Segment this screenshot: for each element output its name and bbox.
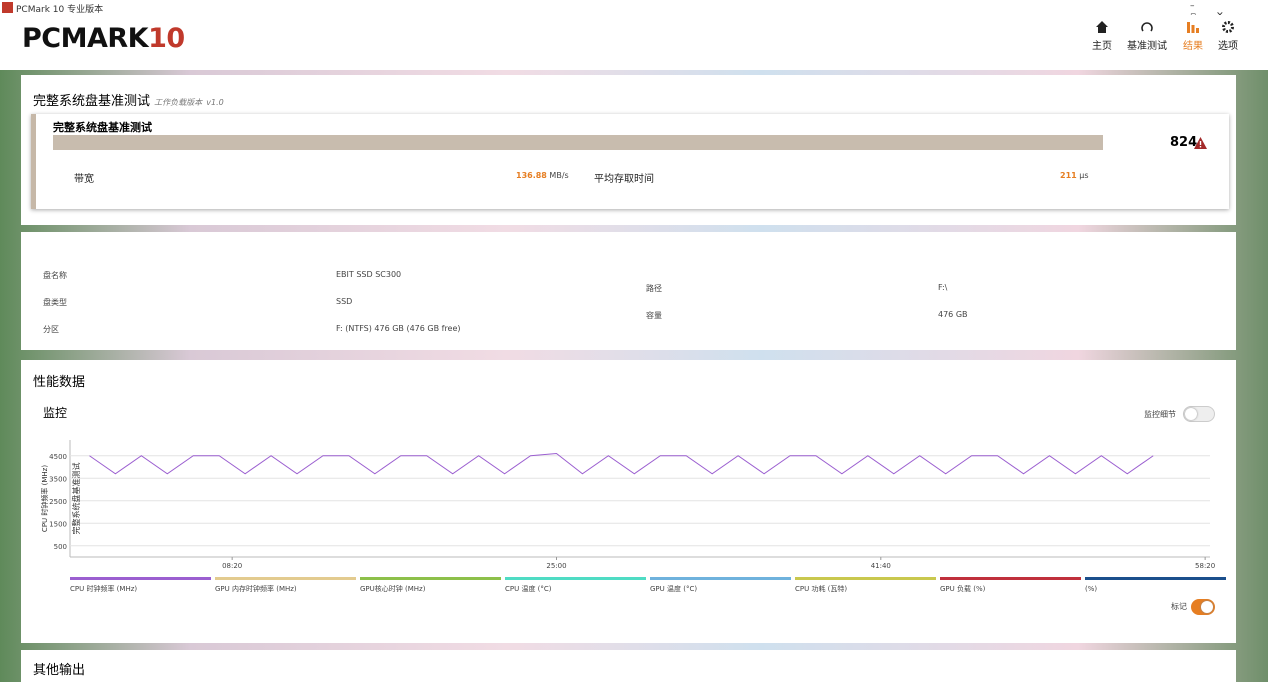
section-title: 完整系统盘基准测试 工作负载版本 v1.0 xyxy=(33,90,224,109)
marker-label: 标记 xyxy=(1171,602,1187,611)
y-tick-label: 3500 xyxy=(49,475,67,483)
score-bar xyxy=(53,135,1103,150)
legend-swatch xyxy=(940,577,1081,580)
details-toggle[interactable] xyxy=(1183,406,1215,422)
details-label: 监控细节 xyxy=(1144,410,1176,419)
benchmark-card: 完整系统盘基准测试 工作负载版本 v1.0 完整系统盘基准测试 824 带宽 1… xyxy=(21,75,1236,225)
nav-label: 基准测试 xyxy=(1127,41,1167,52)
bandwidth-label: 带宽 xyxy=(74,174,94,185)
version: v1.0 xyxy=(206,98,224,107)
nav-label: 主页 xyxy=(1092,41,1112,52)
legend-label: CPU 温度 (°C) xyxy=(505,584,552,593)
legend-label: CPU 时钟频率 (MHz) xyxy=(70,584,137,593)
drive-card: 盘名称 EBIT SSD SC300 盘类型 SSD 分区 F: (NTFS) 476 G… xyxy=(21,232,1236,350)
x-tick-label: 08:20 xyxy=(222,562,242,570)
logo-text: PCMARK xyxy=(22,23,149,54)
test-name: 完整系统盘基准测试 xyxy=(53,121,152,134)
legend-swatch xyxy=(650,577,791,580)
benchmark-title: 完整系统盘基准测试 xyxy=(33,94,151,109)
drive-value: F:\ xyxy=(938,283,948,292)
logo: PCMARK10 xyxy=(22,23,185,54)
x-tick-label: 58:20 xyxy=(1195,562,1215,570)
monitor-chart: 500 1500 2500 3500 4500 08:20 25:00 41:40 58:20 C… xyxy=(40,440,1226,593)
score: 824 xyxy=(1170,135,1198,150)
access-label: 平均存取时间 xyxy=(594,174,654,185)
access: 211 μs xyxy=(1060,171,1089,180)
drive-key: 容量 xyxy=(646,311,662,320)
x-tick-label: 25:00 xyxy=(546,562,566,570)
drive-value: SSD xyxy=(336,297,353,306)
drive-value: EBIT SSD SC300 xyxy=(336,270,402,279)
header: PCMARK10 主页 基准测试 结果 选项 xyxy=(0,15,1268,70)
bandwidth-unit: MB/s xyxy=(549,171,569,180)
legend-label: CPU 功耗 (瓦特) xyxy=(795,584,847,593)
nav-label: 结果 xyxy=(1183,41,1203,52)
performance-title: 性能数据 xyxy=(33,375,86,390)
y-tick-label: 2500 xyxy=(49,498,67,506)
window-title: PCMark 10 专业版本 xyxy=(16,5,104,15)
workload-label: 工作负载版本 xyxy=(154,98,203,107)
app-icon xyxy=(2,2,13,13)
drive-key: 盘类型 xyxy=(43,298,67,307)
x-tick-label: 41:40 xyxy=(871,562,891,570)
other-card: 其他输出 xyxy=(21,650,1236,682)
legend-label: GPU 内存时钟频率 (MHz) xyxy=(215,584,297,593)
result-panel: 完整系统盘基准测试 824 带宽 136.88 MB/s 平均存取时间 211 … xyxy=(31,114,1229,209)
performance-card: 性能数据 监控 监控细节 标记 500 1500 2500 3500 4500 08:20… xyxy=(21,360,1236,643)
y-tick-label: 500 xyxy=(54,543,67,551)
legend-swatch xyxy=(1085,577,1226,580)
legend-swatch xyxy=(505,577,646,580)
legend-label: (%) xyxy=(1085,585,1097,593)
y-tick-label: 4500 xyxy=(49,453,67,461)
legend-swatch xyxy=(215,577,356,580)
legend-label: GPU 温度 (°C) xyxy=(650,584,697,593)
monitor-title: 监控 xyxy=(43,406,68,420)
nav-options[interactable]: 选项 xyxy=(1203,20,1253,52)
marker-label: 完整系统盘基准测试 xyxy=(71,463,81,535)
access-unit: μs xyxy=(1079,171,1089,180)
legend-swatch xyxy=(70,577,211,580)
bandwidth-value: 136.88 xyxy=(516,171,547,180)
title-bar: PCMark 10 专业版本 –▫✕ xyxy=(0,0,1268,21)
series-line xyxy=(89,452,1154,475)
marker-toggle[interactable] xyxy=(1191,599,1215,615)
y-tick-label: 1500 xyxy=(49,520,67,528)
legend-swatch xyxy=(795,577,936,580)
drive-key: 分区 xyxy=(43,325,59,334)
nav-label: 选项 xyxy=(1218,41,1238,52)
nav-home[interactable]: 主页 xyxy=(1077,20,1127,52)
nav-benchmarks[interactable]: 基准测试 xyxy=(1122,20,1172,52)
gauge-icon xyxy=(1141,22,1153,32)
drive-key: 路径 xyxy=(646,284,662,293)
nav-results[interactable]: 结果 xyxy=(1168,20,1218,52)
access-value: 211 xyxy=(1060,171,1077,180)
drive-key: 盘名称 xyxy=(43,271,67,280)
legend-label: GPU 负载 (%) xyxy=(940,584,986,593)
legend-label: GPU核心时钟 (MHz) xyxy=(360,584,426,593)
logo-number: 10 xyxy=(148,23,185,54)
drive-value: F: (NTFS) 476 GB (476 GB free) xyxy=(336,324,461,333)
warning-icon xyxy=(1194,137,1207,149)
y-axis-label: CPU 时钟频率 (MHz) xyxy=(40,465,49,532)
bandwidth: 136.88 MB/s xyxy=(516,171,569,180)
other-title: 其他输出 xyxy=(33,663,86,678)
drive-value: 476 GB xyxy=(938,310,968,319)
home-icon xyxy=(1096,21,1108,33)
bars-icon xyxy=(1187,22,1199,33)
legend-swatch xyxy=(360,577,501,580)
gear-icon xyxy=(1222,21,1234,33)
